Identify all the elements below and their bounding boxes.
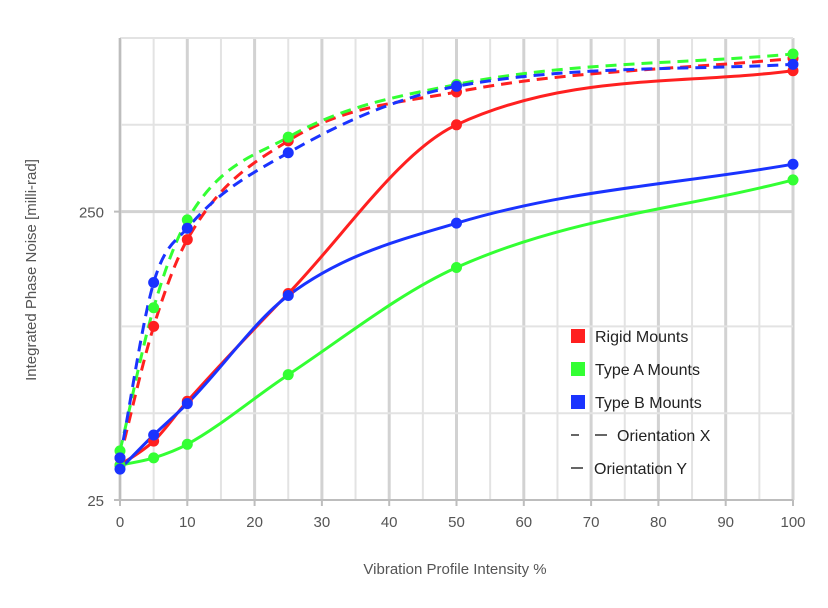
x-tick-label: 90 <box>717 514 734 531</box>
data-point-rigid-mounts-orientation-x <box>148 320 160 332</box>
data-point-type-b-mounts-orientation-y <box>114 463 126 475</box>
legend-swatch <box>571 395 585 409</box>
data-point-type-a-mounts-orientation-y <box>451 262 462 274</box>
data-point-type-b-mounts-orientation-x <box>148 276 160 288</box>
legend-label: Rigid Mounts <box>595 329 688 346</box>
y-tick-label: 25 <box>87 493 104 510</box>
data-point-rigid-mounts-orientation-y <box>451 119 462 131</box>
data-point-type-a-mounts-orientation-x <box>148 302 160 314</box>
data-point-type-b-mounts-orientation-y <box>451 217 462 229</box>
series-line-type-b-mounts-orientation-x <box>118 62 794 459</box>
data-point-type-a-mounts-orientation-y <box>787 174 799 186</box>
y-axis-label: Integrated Phase Noise [milli-rad] <box>23 159 40 381</box>
x-tick-label: 100 <box>780 514 805 531</box>
data-point-type-b-mounts-orientation-x <box>451 80 462 92</box>
x-axis-label: Vibration Profile Intensity % <box>363 561 546 578</box>
x-tick-label: 60 <box>515 514 532 531</box>
x-tick-label: 50 <box>448 514 465 531</box>
data-point-type-a-mounts-orientation-y <box>181 438 193 450</box>
x-tick-label: 80 <box>650 514 667 531</box>
data-point-rigid-mounts-orientation-x <box>181 234 193 246</box>
y-tick-label: 250 <box>79 205 104 222</box>
data-point-type-a-mounts-orientation-y <box>148 452 160 464</box>
data-point-type-b-mounts-orientation-x <box>282 147 294 159</box>
data-point-type-b-mounts-orientation-x <box>114 452 126 464</box>
x-tick-label: 30 <box>314 514 331 531</box>
x-tick-label: 70 <box>583 514 600 531</box>
data-point-type-b-mounts-orientation-y <box>282 289 294 301</box>
data-point-type-a-mounts-orientation-x <box>181 214 193 226</box>
data-point-type-b-mounts-orientation-y <box>148 429 160 441</box>
data-point-type-a-mounts-orientation-x <box>787 48 799 60</box>
legend-label: Orientation X <box>617 428 711 445</box>
legend-label: Type B Mounts <box>595 395 702 412</box>
data-point-type-a-mounts-orientation-x <box>282 131 294 143</box>
legend: Rigid Mounts Type A Mounts Type B Mounts Or… <box>571 329 711 478</box>
data-point-type-a-mounts-orientation-y <box>282 369 294 381</box>
x-tick-label: 20 <box>246 514 263 531</box>
legend-label: Orientation Y <box>594 461 687 478</box>
legend-swatch <box>571 329 585 343</box>
series-line-type-a-mounts-orientation-x <box>118 52 794 452</box>
data-point-type-b-mounts-orientation-x <box>787 58 799 70</box>
x-tick-label: 0 <box>116 514 124 531</box>
series-points <box>114 48 799 475</box>
data-point-type-b-mounts-orientation-y <box>787 158 799 170</box>
legend-label: Type A Mounts <box>595 362 700 379</box>
axes: 0 10 20 30 40 50 60 70 80 90 100 25 250 <box>79 38 806 531</box>
data-point-type-b-mounts-orientation-x <box>181 222 193 234</box>
legend-swatch <box>571 362 585 376</box>
x-tick-label: 10 <box>179 514 196 531</box>
x-tick-label: 40 <box>381 514 398 531</box>
series-line-rigid-mounts-orientation-y <box>119 69 794 467</box>
data-point-type-b-mounts-orientation-y <box>181 398 193 410</box>
